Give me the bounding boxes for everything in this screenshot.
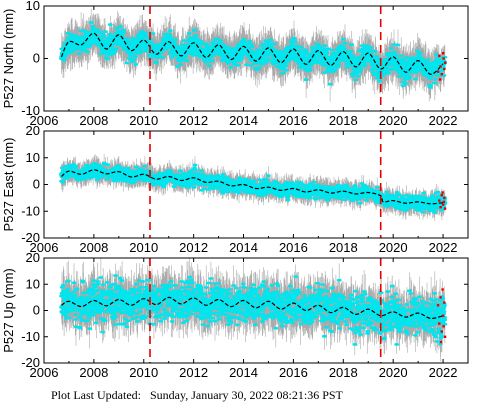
up-x-tick-label-2: 2010 (129, 365, 158, 380)
east-recent-points (438, 191, 447, 210)
north-recent-point-1 (438, 54, 441, 58)
up-recent-point-9 (441, 288, 444, 291)
up-model-line (61, 296, 444, 320)
north-recent-point-7 (438, 78, 442, 81)
up-recent-point-8 (442, 325, 445, 328)
up-recent-point-5 (443, 301, 446, 304)
east-x-tick-label-0: 2006 (30, 240, 59, 255)
east-data-points (59, 161, 448, 214)
up-data-path (59, 274, 448, 346)
up-recent-points (436, 288, 447, 344)
up-y-tick-label-3: 10 (26, 276, 40, 291)
east-recent-point-5 (443, 207, 447, 210)
up-recent-point-4 (441, 314, 445, 317)
north-x-tick-label-6: 2018 (329, 113, 358, 128)
updated-label: Plot Last Updated: (51, 388, 141, 402)
east-recent-point-3 (441, 203, 445, 206)
east-x-tick-label-3: 2012 (179, 240, 208, 255)
east-panel: 2006 2008 2010 2012 2014 2016 2018 2020 2022-20-… (1, 123, 469, 255)
east-x-tick-label-8: 2022 (429, 240, 458, 255)
east-x-tick-label-5: 2016 (279, 240, 308, 255)
north-x-tick-label-0: 2006 (30, 113, 59, 128)
up-x-tick-label-3: 2012 (179, 365, 208, 380)
up-recent-point-2 (439, 296, 442, 299)
up-y-tick-label-2: 0 (33, 303, 40, 318)
east-recent-point-0 (438, 199, 441, 202)
up-y-tick-label-0: -20 (21, 355, 40, 370)
north-y-tick-label-0: -10 (21, 103, 40, 118)
east-recent-point-4 (443, 196, 446, 200)
north-y-tick-label-2: 10 (26, 0, 40, 13)
north-y-tick-label-1: 0 (33, 51, 40, 66)
east-x-tick-label-1: 2008 (79, 240, 108, 255)
north-x-tick-label-4: 2014 (229, 113, 258, 128)
up-y-axis-label: P527 Up (mm) (1, 268, 16, 353)
up-recent-point-0 (436, 304, 440, 307)
up-x-tick-label-4: 2014 (229, 365, 258, 380)
up-x-tick-label-6: 2018 (329, 365, 358, 380)
east-y-tick-label-2: 0 (33, 177, 40, 192)
up-x-tick-label-1: 2008 (79, 365, 108, 380)
east-y-tick-label-0: -20 (21, 230, 40, 245)
east-recent-point-6 (441, 191, 444, 194)
up-x-tick-label-5: 2016 (279, 365, 308, 380)
north-x-tick-label-8: 2022 (429, 113, 458, 128)
up-recent-point-6 (443, 335, 447, 338)
north-recent-point-8 (442, 57, 445, 60)
north-recent-point-5 (443, 67, 446, 71)
north-x-tick-label-5: 2016 (279, 113, 308, 128)
east-y-axis-label: P527 East (mm) (1, 138, 16, 232)
north-recent-point-3 (440, 73, 443, 76)
up-y-tick-label-1: -10 (21, 329, 40, 344)
up-model-curve (61, 296, 444, 320)
east-y-tick-label-1: -10 (21, 203, 40, 218)
updated-timestamp: Sunday, January 30, 2022 08:21:36 PST (150, 388, 343, 402)
north-x-tick-label-2: 2010 (129, 113, 158, 128)
up-data-points (59, 274, 448, 346)
east-x-tick-label-2: 2010 (129, 240, 158, 255)
east-model-line (61, 169, 444, 205)
east-recent-point-1 (439, 206, 442, 209)
east-x-tick-label-7: 2020 (379, 240, 408, 255)
north-panel: 2006 2008 2010 2012 2014 2016 2018 2020 2022 -10 0… (1, 0, 469, 128)
east-x-tick-label-4: 2014 (229, 240, 258, 255)
north-recent-point-6 (443, 61, 447, 64)
east-y-tick-label-4: 20 (26, 123, 40, 138)
east-recent-point-7 (442, 200, 445, 204)
north-recent-points (436, 52, 447, 81)
east-x-tick-label-6: 2018 (329, 240, 358, 255)
east-recent-point-2 (440, 194, 443, 197)
north-recent-point-0 (436, 70, 440, 73)
east-model-curve (61, 169, 444, 205)
north-y-axis-label: P527 North (mm) (1, 9, 16, 109)
north-recent-point-4 (441, 52, 445, 55)
north-x-tick-label-3: 2012 (179, 113, 208, 128)
up-x-tick-label-0: 2006 (30, 365, 59, 380)
east-data-path (59, 161, 448, 214)
north-x-tick-label-1: 2008 (79, 113, 108, 128)
up-y-tick-label-4: 20 (26, 250, 40, 265)
north-recent-point-2 (439, 65, 442, 68)
up-recent-point-1 (438, 322, 441, 325)
plot-updated-footer: Plot Last Updated: Sunday, January 30, 2… (51, 388, 343, 403)
up-recent-point-3 (440, 330, 443, 333)
up-x-tick-label-7: 2020 (379, 365, 408, 380)
east-y-tick-label-3: 10 (26, 150, 40, 165)
north-x-tick-label-7: 2020 (379, 113, 408, 128)
up-x-tick-label-8: 2022 (429, 365, 458, 380)
up-recent-point-7 (439, 340, 443, 344)
up-panel: 2006 2008 2010 2012 2014 2016 2018 2020 2022-20-… (1, 250, 469, 380)
